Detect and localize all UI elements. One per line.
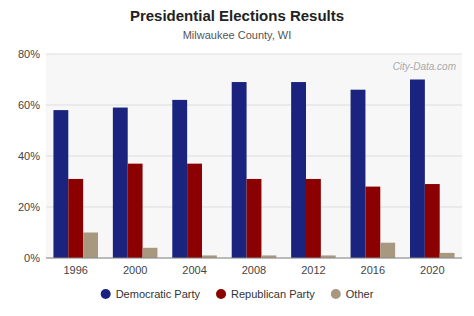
subtitle: Milwaukee County, WI	[183, 29, 292, 41]
bar	[53, 110, 68, 258]
legend-marker	[101, 289, 111, 299]
bar	[143, 248, 158, 258]
grid-line	[46, 156, 462, 157]
bar	[113, 108, 128, 258]
bar	[68, 179, 83, 258]
legend-label: Republican Party	[231, 288, 315, 300]
grid-line	[46, 258, 462, 259]
grid-line	[46, 105, 462, 106]
x-tick-label: 2016	[361, 264, 385, 276]
grid-line	[46, 54, 462, 55]
legend: Democratic Party Republican Party Other	[101, 288, 374, 300]
bar	[291, 82, 306, 258]
y-tick-label: 20%	[18, 201, 40, 213]
legend-marker	[216, 289, 226, 299]
legend-label: Democratic Party	[116, 288, 201, 300]
bar	[83, 233, 98, 259]
x-tick-label: 1996	[63, 264, 87, 276]
chart-container: Presidential Elections Results Milwaukee …	[0, 0, 474, 316]
bar	[365, 187, 380, 258]
plot-area	[46, 54, 462, 258]
x-axis-line	[46, 258, 462, 259]
x-tick-label: 2000	[123, 264, 147, 276]
title: Presidential Elections Results	[130, 7, 344, 24]
y-tick-label: 0%	[24, 252, 40, 264]
bar	[232, 82, 247, 258]
bar	[128, 164, 143, 258]
y-tick-label: 80%	[18, 48, 40, 60]
legend-label: Other	[346, 288, 374, 300]
x-tick-label: 2008	[242, 264, 266, 276]
x-tick-label: 2020	[420, 264, 444, 276]
y-tick-label: 60%	[18, 99, 40, 111]
bars	[53, 80, 454, 259]
bar	[440, 253, 455, 258]
bar	[351, 90, 366, 258]
bar	[410, 80, 425, 259]
bar	[172, 100, 187, 258]
background	[0, 0, 474, 316]
bar	[425, 184, 440, 258]
x-tick-label: 2004	[182, 264, 206, 276]
bar	[380, 243, 395, 258]
legend-marker	[331, 289, 341, 299]
annotation: City-Data.com	[393, 61, 456, 72]
bar	[306, 179, 321, 258]
chart: Presidential Elections Results Milwaukee …	[0, 0, 474, 316]
x-tick-label: 2012	[301, 264, 325, 276]
y-tick-label: 40%	[18, 150, 40, 162]
bar	[247, 179, 262, 258]
bar	[187, 164, 202, 258]
